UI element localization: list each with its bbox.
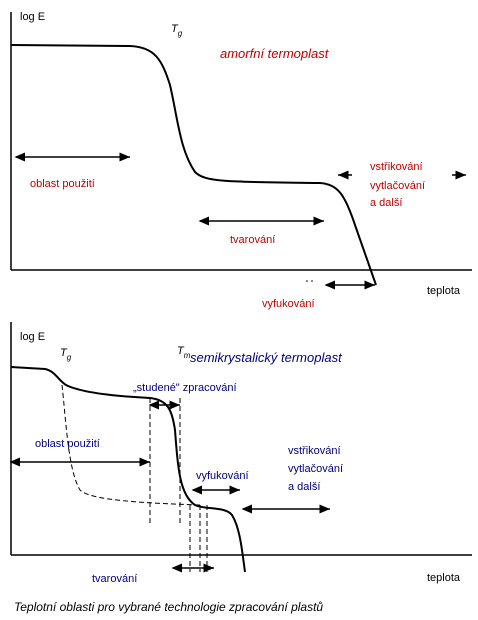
tg-label: Tg — [171, 23, 183, 38]
dot — [306, 280, 308, 282]
label: tvarování — [92, 573, 137, 585]
tm-label: Tm — [177, 345, 191, 360]
label: vytlačování — [370, 180, 425, 192]
label: vytlačování — [288, 463, 343, 475]
label: oblast použití — [35, 438, 100, 450]
y-axis-label: log E — [20, 11, 45, 23]
label: a další — [288, 481, 320, 493]
label: vyfukování — [196, 470, 249, 482]
symbol: T — [171, 23, 179, 35]
modulus-curve — [10, 44, 377, 286]
label: oblast použití — [30, 178, 95, 190]
caption: Teplotní oblasti pro vybrané technologie… — [14, 600, 323, 614]
subscript: g — [178, 29, 183, 38]
modulus-curve — [10, 366, 246, 573]
x-axis-label: teplota — [427, 572, 461, 584]
tg-label: Tg — [60, 347, 72, 362]
panel-title: amorfní termoplast — [220, 46, 330, 61]
dot — [311, 280, 313, 282]
subscript: m — [184, 351, 191, 360]
x-axis-label: teplota — [427, 285, 461, 297]
label: a další — [370, 197, 402, 209]
top-panel: log E teplota Tg amorfní termoplast obla… — [10, 11, 472, 310]
label: „studené" zpracování — [133, 382, 237, 394]
symbol: T — [60, 347, 68, 359]
label: vstřikování — [370, 161, 423, 173]
y-axis-label: log E — [20, 331, 45, 343]
subscript: g — [67, 353, 72, 362]
panel-title: semikrystalický termoplast — [190, 350, 343, 365]
symbol: T — [177, 345, 185, 357]
bottom-panel: log E teplota Tg Tm semikrystalický term… — [9, 322, 472, 585]
amorphous-curve — [61, 384, 201, 506]
label: vstřikování — [288, 445, 341, 457]
label: vyfukování — [262, 298, 315, 310]
label: tvarování — [230, 234, 275, 246]
